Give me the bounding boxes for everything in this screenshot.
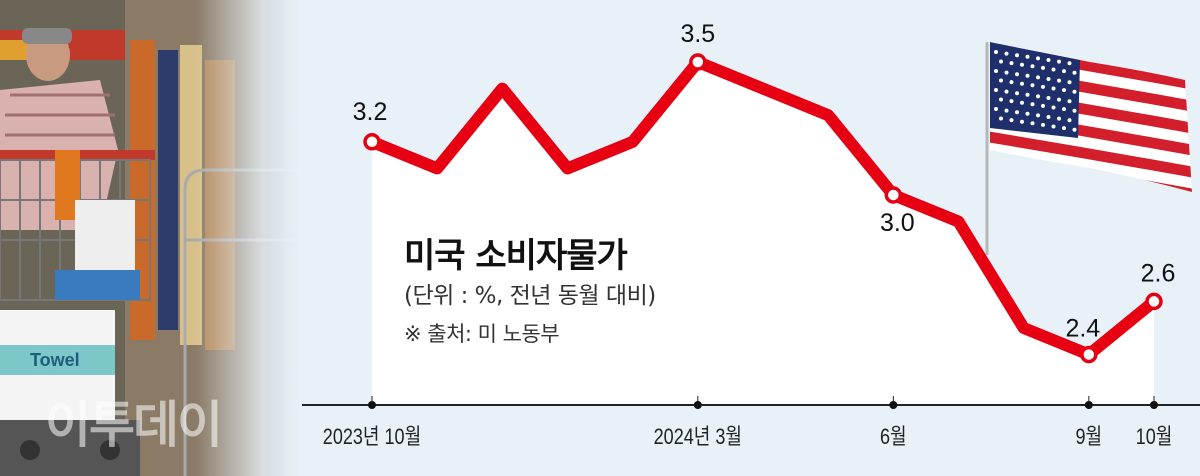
x-tick-dot <box>889 401 898 409</box>
data-point-label: 3.2 <box>353 98 388 126</box>
data-point-marker <box>1145 292 1163 311</box>
data-point-label: 2.4 <box>1065 315 1100 343</box>
x-tick-label: 9월 <box>1076 424 1103 449</box>
x-tick-label: 6월 <box>880 424 907 449</box>
data-point-marker <box>884 186 903 204</box>
data-point-label: 2.6 <box>1141 259 1176 287</box>
data-point-label: 3.5 <box>680 20 715 48</box>
chart-source: ※ 출처: 미 노동부 <box>404 322 560 346</box>
x-tick-dot <box>1150 401 1158 409</box>
data-point-label: 3.0 <box>880 209 915 237</box>
chart-area-fill <box>372 62 1154 405</box>
x-tick-dot <box>368 401 376 409</box>
data-point-marker <box>1080 345 1098 364</box>
chart-title: 미국 소비자물가 <box>404 236 628 276</box>
photo-fade-overlay <box>0 0 300 476</box>
x-tick-dot <box>693 401 702 409</box>
chart-subtitle: (단위 : %, 전년 동월 대비) <box>404 283 656 309</box>
us-flag-icon <box>990 42 1192 192</box>
cpi-series-line <box>366 56 1160 361</box>
x-tick-label: 10월 <box>1136 424 1173 449</box>
x-tick-dot <box>1084 401 1093 409</box>
shopper-photo: Towel 이투데이 <box>0 0 300 476</box>
data-point-marker <box>363 133 381 151</box>
x-tick-label: 2023년 10월 <box>323 424 421 449</box>
x-tick-label: 2024년 3월 <box>654 424 742 449</box>
watermark: 이투데이 <box>45 395 223 454</box>
data-point-marker <box>689 53 707 71</box>
